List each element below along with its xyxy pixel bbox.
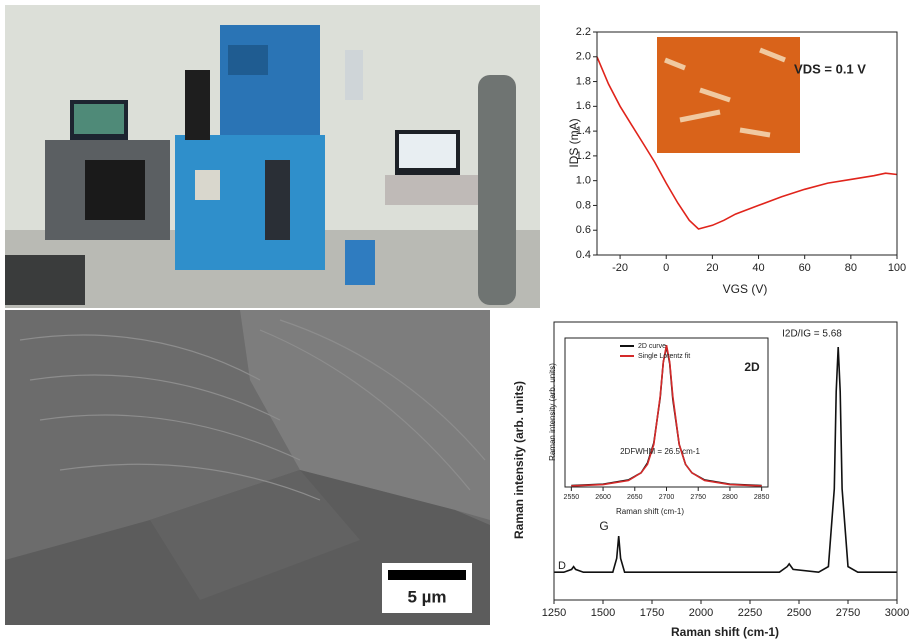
annotation: VDS = 0.1 V <box>794 61 866 76</box>
y-tick-label: 1.8 <box>576 75 591 87</box>
x-tick-label: 100 <box>888 262 906 274</box>
x-axis-label: Raman shift (cm-1) <box>671 625 779 639</box>
y-tick-label: 0.6 <box>576 224 591 236</box>
y-tick-label: 1.6 <box>576 100 591 112</box>
x-tick-label: 2700 <box>659 494 675 501</box>
x-tick-label: 2550 <box>564 494 580 501</box>
sem-image: 5 µm <box>5 310 490 625</box>
x-tick-label: 1750 <box>640 607 664 619</box>
x-tick-label: -20 <box>612 262 628 274</box>
x-tick-label: 80 <box>845 262 857 274</box>
annotation: 2D <box>744 360 760 374</box>
x-tick-label: 1250 <box>542 607 566 619</box>
x-tick-label: 2750 <box>690 494 706 501</box>
legend-label: 2D curve <box>638 343 666 350</box>
y-axis-label: Raman intensity (arb. units) <box>512 381 526 539</box>
annotation: G <box>599 519 608 533</box>
annotation: D <box>558 560 566 572</box>
x-tick-label: 2250 <box>738 607 762 619</box>
y-tick-label: 1.0 <box>576 175 591 187</box>
x-tick-label: 2500 <box>787 607 811 619</box>
y-tick-label: 0.4 <box>576 249 591 261</box>
x-axis-label: Raman shift (cm-1) <box>616 507 684 516</box>
x-tick-label: 2600 <box>595 494 611 501</box>
x-tick-label: 0 <box>663 262 669 274</box>
figure: 5 µm 0.40.60.81.01.21.41.61.82.02.2-2002… <box>0 0 913 641</box>
x-tick-label: 2800 <box>722 494 738 501</box>
lab-photo <box>5 5 540 308</box>
x-tick-label: 1500 <box>591 607 615 619</box>
annotation: 2DFWHM = 26.5 cm-1 <box>620 447 700 456</box>
x-tick-label: 20 <box>706 262 718 274</box>
y-axis-label: IDS (mA) <box>567 118 581 167</box>
x-axis-label: VGS (V) <box>723 282 768 296</box>
annotation: I2D/IG = 5.68 <box>782 329 842 340</box>
scale-bar-label: 5 µm <box>407 587 446 606</box>
x-tick-label: 2850 <box>754 494 770 501</box>
legend-label: Single Lorentz fit <box>638 353 690 360</box>
x-tick-label: 40 <box>752 262 764 274</box>
x-tick-label: 2650 <box>627 494 643 501</box>
y-tick-label: 2.0 <box>576 51 591 63</box>
inset-micrograph <box>657 37 800 153</box>
x-tick-label: 2000 <box>689 607 713 619</box>
y-axis-label: Raman intensity (arb. units) <box>548 363 557 461</box>
x-tick-label: 60 <box>799 262 811 274</box>
x-tick-label: 2750 <box>836 607 860 619</box>
y-tick-label: 0.8 <box>576 199 591 211</box>
x-tick-label: 3000 <box>885 607 909 619</box>
y-tick-label: 2.2 <box>576 26 591 38</box>
